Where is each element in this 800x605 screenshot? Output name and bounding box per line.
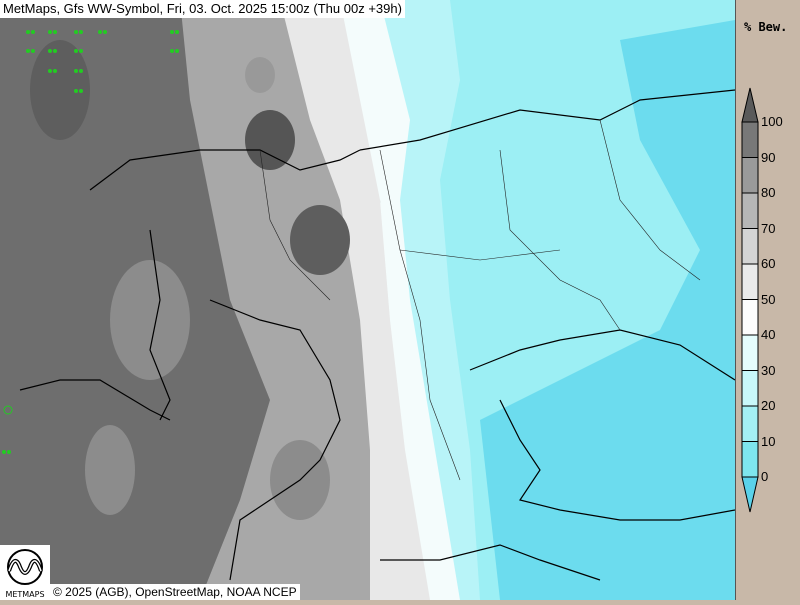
legend-title: % Bew. (744, 20, 788, 34)
legend-arrow-bottom (741, 476, 759, 513)
legend-tick: 50 (761, 291, 776, 307)
legend-swatch-20-30 (741, 370, 759, 407)
legend-tick: 10 (761, 433, 776, 449)
legend-tick: 30 (761, 362, 776, 378)
weather-symbols (2, 30, 179, 454)
copyright-text: © 2025 (AGB), OpenStreetMap, NOAA NCEP (50, 584, 300, 600)
legend-tick: 70 (761, 220, 776, 236)
legend-tick: 100 (761, 114, 783, 129)
legend-tick: 40 (761, 327, 776, 342)
metmaps-logo: METMAPS (0, 545, 50, 600)
legend-tick: 80 (761, 185, 776, 200)
cloud-zone-white (280, 0, 440, 600)
legend-swatch-80-90 (741, 157, 759, 194)
legend-swatch-60-70 (741, 228, 759, 265)
legend-swatch-0-10 (741, 441, 759, 478)
legend-swatch-10-20 (741, 405, 759, 442)
legend-tick: 20 (761, 398, 776, 413)
legend-swatch-40-50 (741, 299, 759, 336)
svg-text:METMAPS: METMAPS (5, 590, 44, 599)
legend-swatch-70-80 (741, 192, 759, 229)
internal-borders (259, 119, 701, 481)
legend-arrow-top (741, 87, 759, 123)
legend-tick: 90 (761, 149, 776, 165)
legend-tick: 60 (761, 256, 776, 271)
gray-cloud-patches (30, 40, 350, 520)
color-legend: % Bew. 100 90 80 70 60 50 40 30 20 10 0 (735, 0, 800, 600)
cloud-zone-cyan-dark (480, 20, 735, 600)
map-title: MetMaps, Gfs WW-Symbol, Fri, 03. Oct. 20… (0, 0, 405, 18)
legend-swatch-90-100 (741, 121, 759, 158)
legend-tick: 0 (761, 469, 769, 484)
legend-swatch-30-40 (741, 334, 759, 371)
cloud-cover-map[interactable] (0, 0, 735, 600)
legend-colorbar (741, 87, 759, 513)
legend-swatch-50-60 (741, 263, 759, 300)
borders (19, 89, 735, 581)
